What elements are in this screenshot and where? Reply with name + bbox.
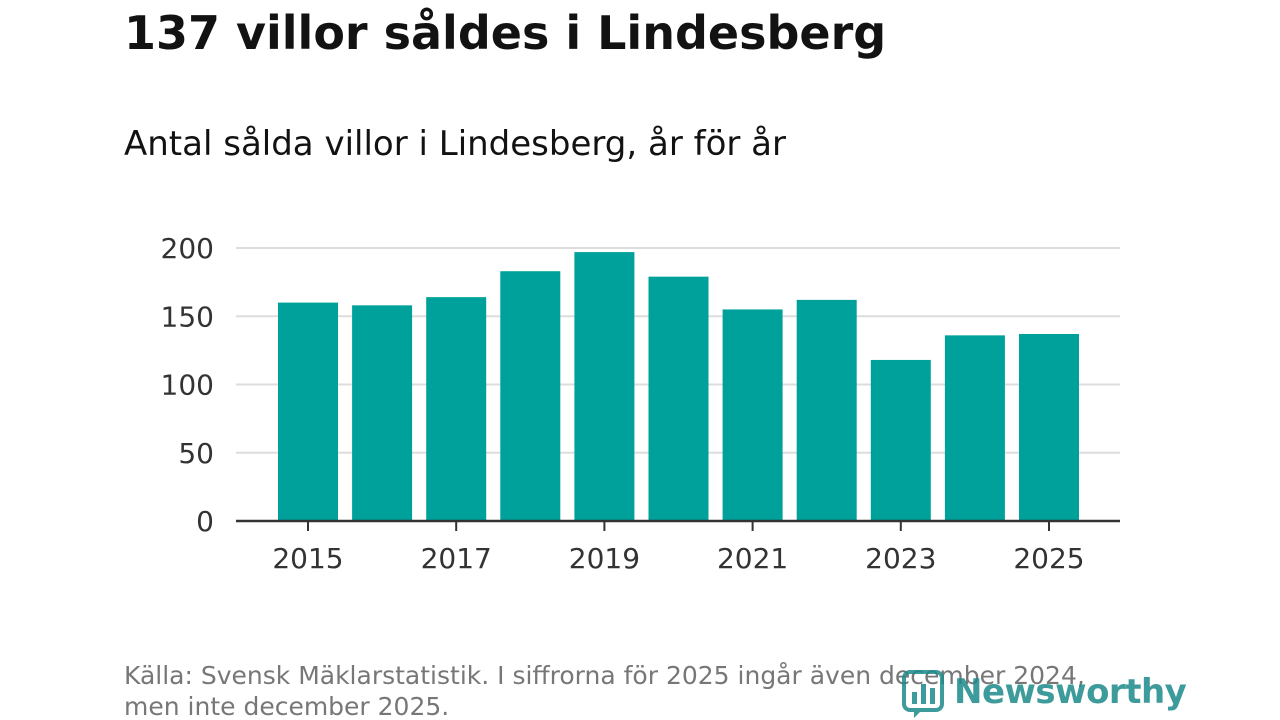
bar-2016 bbox=[352, 305, 413, 521]
bar-2022 bbox=[796, 299, 857, 521]
bar-2024 bbox=[944, 335, 1005, 521]
y-tick-label-200: 200 bbox=[161, 232, 214, 265]
y-tick-label-0: 0 bbox=[196, 505, 214, 538]
y-tick-label-150: 150 bbox=[161, 300, 214, 333]
x-tick-label-2015: 2015 bbox=[272, 542, 343, 575]
bar-2018 bbox=[500, 271, 561, 521]
source-line-2: men inte december 2025. bbox=[124, 692, 450, 720]
source-note: Källa: Svensk Mäklarstatistik. I siffror… bbox=[124, 660, 1104, 720]
chart-subtitle: Antal sålda villor i Lindesberg, år för … bbox=[124, 124, 786, 164]
bar-2017 bbox=[426, 297, 487, 521]
bar-2025 bbox=[1019, 333, 1079, 521]
bar-2020 bbox=[648, 276, 709, 521]
logo-text: Newsworthy bbox=[954, 672, 1187, 712]
chart-title: 137 villor såldes i Lindesberg bbox=[124, 6, 887, 60]
bar-2021 bbox=[722, 309, 783, 521]
y-tick-label-100: 100 bbox=[161, 369, 214, 402]
bar-2023 bbox=[870, 359, 931, 521]
x-tick-label-2023: 2023 bbox=[865, 542, 936, 575]
newsworthy-logo: Newsworthy bbox=[902, 666, 1187, 718]
bar-2015 bbox=[278, 302, 338, 521]
x-tick-label-2021: 2021 bbox=[717, 542, 788, 575]
x-tick-label-2017: 2017 bbox=[421, 542, 492, 575]
bar-chart-icon bbox=[902, 670, 944, 718]
x-tick-label-2025: 2025 bbox=[1013, 542, 1084, 575]
bar-2019 bbox=[574, 252, 635, 521]
x-tick-label-2019: 2019 bbox=[569, 542, 640, 575]
y-tick-label-50: 50 bbox=[178, 437, 214, 470]
